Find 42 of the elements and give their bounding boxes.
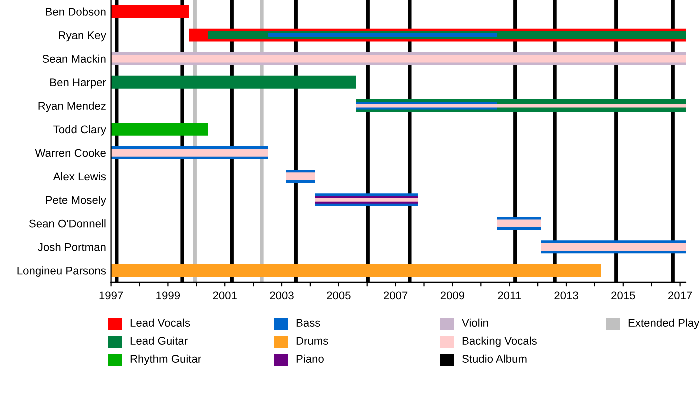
legend-label: Lead Guitar bbox=[130, 336, 188, 345]
y-tick-label: Sean O'Donnell bbox=[29, 220, 106, 228]
y-tick-label: Alex Lewis bbox=[53, 172, 106, 181]
bar bbox=[111, 5, 190, 18]
x-tick-label: 2005 bbox=[327, 292, 351, 300]
x-tick-label: 1999 bbox=[156, 292, 180, 300]
y-tick-label: Ben Dobson bbox=[46, 8, 106, 16]
y-tick-label: Ben Harper bbox=[50, 78, 106, 89]
bar bbox=[541, 243, 686, 252]
bar bbox=[111, 149, 268, 157]
x-tick-label: 2011 bbox=[498, 292, 522, 300]
y-tick-label: Longineu Parsons bbox=[18, 266, 106, 277]
y-tick-label: Josh Portman bbox=[38, 243, 106, 252]
x-tick-label: 2009 bbox=[440, 292, 465, 300]
y-tick-label: Ryan Mendez bbox=[38, 102, 106, 112]
y-tick-label: Warren Cooke bbox=[35, 148, 106, 158]
x-tick-label: 2015 bbox=[612, 292, 636, 300]
bar bbox=[286, 172, 316, 180]
bar bbox=[111, 264, 602, 278]
legend-label: Studio Album bbox=[462, 354, 527, 363]
legend-label: Backing Vocals bbox=[462, 336, 537, 348]
y-tick-label: Pete Mosely bbox=[46, 196, 106, 206]
y-tick-label: Todd Clary bbox=[54, 125, 106, 136]
bar bbox=[111, 76, 356, 89]
y-tick-label: Sean Mackin bbox=[42, 54, 106, 63]
x-tick-label: 2013 bbox=[554, 292, 578, 300]
x-tick-label: 2003 bbox=[270, 292, 294, 300]
legend-label: Violin bbox=[462, 318, 488, 327]
x-tick-label: 2007 bbox=[384, 292, 408, 300]
bar bbox=[111, 54, 686, 63]
legend-label: Extended Play bbox=[628, 318, 700, 330]
legend-label: Drums bbox=[296, 337, 328, 345]
legend-label: Bass bbox=[296, 319, 320, 327]
legend-label: Rhythm Guitar bbox=[130, 354, 202, 366]
legend-label: Piano bbox=[296, 354, 324, 363]
x-tick-label: 2001 bbox=[213, 292, 237, 300]
bar bbox=[497, 220, 542, 228]
x-tick-label: 2017 bbox=[668, 292, 692, 300]
x-tick-label: 1997 bbox=[100, 292, 124, 300]
y-tick-label: Ryan Key bbox=[59, 32, 106, 42]
legend-label: Lead Vocals bbox=[130, 318, 190, 327]
bar bbox=[111, 122, 208, 136]
